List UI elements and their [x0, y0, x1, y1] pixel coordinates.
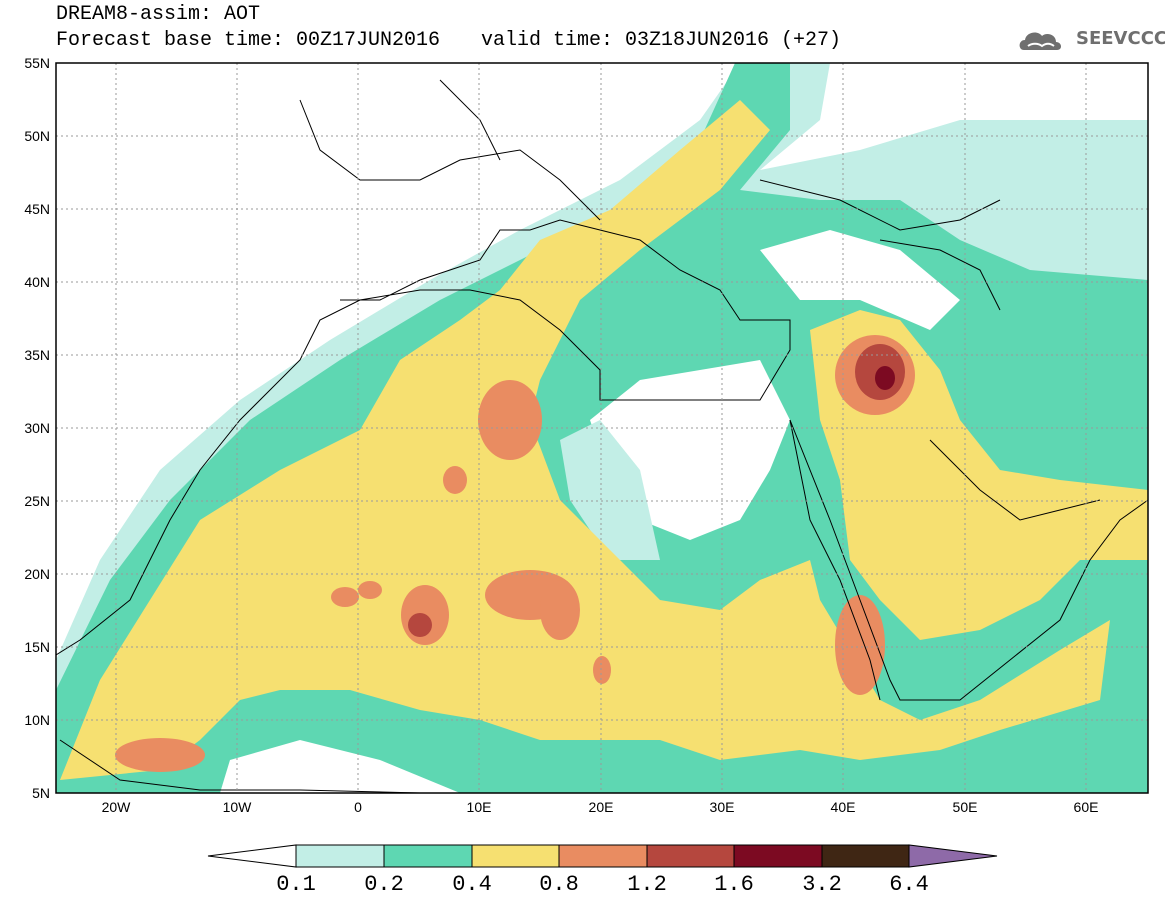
aot-patch-iraq-max	[875, 366, 895, 390]
aot-clear-west	[220, 740, 460, 793]
cloud-icon	[1019, 32, 1062, 50]
aot-patch-niger2	[331, 587, 359, 607]
colorbar-level: 0.8	[539, 872, 579, 897]
aot-band-0.4	[60, 100, 1110, 780]
x-tick-label: 0	[354, 799, 362, 815]
colorbar-swatch	[295, 844, 385, 868]
x-tick-label: 10W	[223, 799, 253, 815]
aot-patch-guinea	[115, 738, 205, 772]
colorbar-level: 1.2	[627, 872, 667, 897]
colorbar-swatch	[646, 844, 735, 868]
colorbar-arrow-high	[908, 844, 998, 868]
plot-frame	[55, 62, 1149, 794]
aot-patch-chad2	[540, 580, 580, 640]
aot-patch-niger-high	[408, 613, 432, 637]
y-tick-label: 30N	[24, 420, 50, 436]
y-tick-label: 5N	[32, 785, 50, 801]
y-tick-label: 35N	[24, 347, 50, 363]
colorbar-level: 0.1	[276, 872, 316, 897]
colorbar-level: 0.2	[364, 872, 404, 897]
aot-patch-algeria	[443, 466, 467, 494]
y-tick-label: 15N	[24, 639, 50, 655]
colorbar-level: 6.4	[889, 872, 929, 897]
y-tick-label: 20N	[24, 566, 50, 582]
coastlines	[56, 79, 1148, 793]
y-tick-label: 25N	[24, 493, 50, 509]
colorbar-arrow-low	[207, 844, 297, 868]
x-tick-label: 40E	[831, 799, 856, 815]
y-tick-label: 40N	[24, 274, 50, 290]
valid-time: valid time: 03Z18JUN2016 (+27)	[481, 29, 842, 52]
colorbar-swatch	[383, 844, 473, 868]
x-axis-labels: 20W 10W 0 10E 20E 30E 40E 50E 60E	[102, 799, 1099, 815]
colorbar-level: 0.4	[452, 872, 492, 897]
colorbar-swatch	[733, 844, 823, 868]
aot-patch-libya	[478, 380, 542, 460]
colorbar-swatch	[821, 844, 910, 868]
aot-clear-east	[760, 230, 960, 330]
aot-patch-chad3	[593, 656, 611, 684]
aot-clear-med2	[560, 420, 660, 560]
y-tick-label: 50N	[24, 128, 50, 144]
colorbar-swatch	[471, 844, 560, 868]
colorbar-level: 1.6	[714, 872, 754, 897]
aot-patch-niger3	[358, 581, 382, 599]
colorbar	[207, 844, 998, 868]
y-tick-label: 45N	[24, 201, 50, 217]
forecast-base-time: Forecast base time: 00Z17JUN2016	[56, 29, 441, 52]
x-tick-label: 30E	[710, 799, 735, 815]
colorbar-swatch	[558, 844, 648, 868]
x-tick-label: 60E	[1074, 799, 1099, 815]
y-tick-label: 10N	[24, 712, 50, 728]
x-tick-label: 20W	[102, 799, 132, 815]
y-axis-labels: 55N 50N 45N 40N 35N 30N 25N 20N 15N 10N …	[24, 55, 50, 801]
y-tick-label: 55N	[24, 55, 50, 71]
logo-text: SEEVCCC	[1076, 28, 1165, 49]
x-tick-label: 50E	[953, 799, 978, 815]
map-title: DREAM8-assim: AOT	[56, 3, 261, 26]
colorbar-level: 3.2	[802, 872, 842, 897]
gridlines	[56, 63, 1148, 793]
x-tick-label: 20E	[589, 799, 614, 815]
x-tick-label: 10E	[467, 799, 492, 815]
